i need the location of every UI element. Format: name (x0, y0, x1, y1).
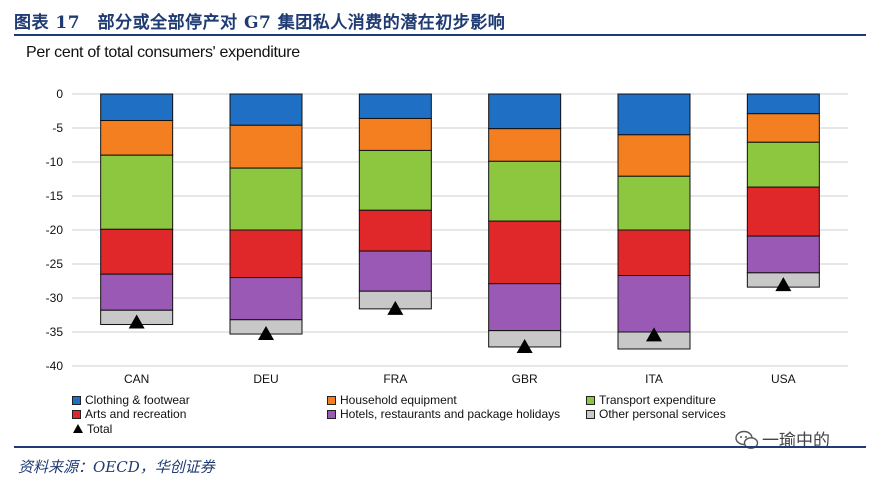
y-tick-label: -20 (46, 223, 64, 237)
bar-segment (746, 141, 820, 188)
legend-item-transport: Transport expenditure (586, 393, 716, 407)
bar-segment (358, 93, 432, 119)
y-tick-label: 0 (56, 87, 63, 101)
total-marker (387, 300, 404, 315)
bar-segment (358, 149, 432, 211)
y-tick-label: -30 (46, 291, 64, 305)
bar-segment (100, 120, 174, 156)
x-tick-label: FRA (383, 372, 407, 386)
y-axis-label: Per cent of total consumers' expenditure (26, 44, 300, 61)
chart-header: 图表 17 部分或全部停产对 G7 集团私人消费的潜在初步影响 (14, 8, 866, 36)
bar-segment (488, 128, 562, 162)
bar-segment (100, 273, 174, 311)
bar-segment (358, 250, 432, 292)
legend-label: Other personal services (599, 407, 726, 421)
y-tick-label: -15 (46, 189, 64, 203)
legend-swatch (327, 410, 336, 419)
wechat-icon (735, 430, 759, 449)
figure-title: 图表 17 部分或全部停产对 G7 集团私人消费的潜在初步影响 (14, 13, 506, 33)
bar-segment (229, 229, 303, 279)
stacked-bar-chart: 0 -5 -10 -15 -20 -25 -30 -35 -40 CAN DEU FRA GBR ITA U… (46, 87, 848, 386)
bar-segment (488, 160, 562, 222)
bar-segment (488, 93, 562, 130)
legend-item-hotels: Hotels, restaurants and package holidays (327, 407, 560, 421)
bar-segment (746, 93, 820, 115)
y-tick-label: -25 (46, 257, 64, 271)
chart-legend: Clothing & footwear Household equipment … (72, 393, 792, 441)
total-marker (775, 277, 792, 292)
legend-item-clothing: Clothing & footwear (72, 393, 190, 407)
bar-segment (358, 209, 432, 252)
bar-segment (746, 235, 820, 274)
legend-swatch (327, 396, 336, 405)
legend-label: Transport expenditure (599, 393, 716, 407)
y-tick-label: -35 (46, 325, 64, 339)
legend-swatch (72, 410, 81, 419)
bar-segment (229, 277, 303, 321)
legend-item-arts: Arts and recreation (72, 407, 186, 421)
bar-segment (617, 275, 691, 333)
legend-swatch (586, 410, 595, 419)
legend-label: Hotels, restaurants and package holidays (340, 407, 561, 421)
y-tick-label: -40 (46, 359, 64, 373)
legend-item-other: Other personal services (586, 407, 726, 421)
total-marker (646, 327, 662, 342)
total-marker (128, 314, 145, 329)
x-tick-label: GBR (512, 372, 538, 386)
legend-swatch (586, 396, 595, 405)
bar-segment (100, 154, 174, 230)
bar-segment (229, 93, 303, 126)
bar-segment (617, 134, 691, 177)
legend-item-total: Total (73, 422, 112, 436)
bar-segment (229, 124, 303, 169)
triangle-icon (73, 424, 83, 433)
bar-segment (617, 175, 691, 231)
total-marker (516, 338, 533, 353)
bar-segment (100, 228, 174, 275)
bar-segment (746, 113, 820, 143)
footer: 资料来源：OECD，华创证券 (14, 446, 866, 478)
bar-segment (617, 93, 691, 136)
legend-label: Total (87, 422, 113, 436)
y-tick-label: -5 (52, 121, 63, 135)
bar-segment (358, 117, 432, 151)
bar-segment (617, 229, 691, 277)
y-tick-label: -10 (46, 155, 64, 169)
x-tick-label: DEU (253, 372, 278, 386)
legend-label: Household equipment (340, 393, 457, 407)
total-marker (258, 326, 274, 341)
x-tick-label: USA (771, 372, 796, 386)
legend-item-household: Household equipment (327, 393, 457, 407)
legend-label: Clothing & footwear (85, 393, 190, 407)
bar-segment (746, 186, 820, 237)
source-note: 资料来源：OECD，华创证券 (18, 458, 215, 476)
bar-segment (488, 220, 562, 285)
bar-segment (100, 93, 174, 122)
x-tick-label: CAN (124, 372, 149, 386)
bar-segment (488, 283, 562, 332)
legend-label: Arts and recreation (85, 407, 187, 421)
legend-swatch (72, 396, 81, 405)
bar-segment (229, 167, 303, 231)
x-tick-label: ITA (645, 372, 663, 386)
